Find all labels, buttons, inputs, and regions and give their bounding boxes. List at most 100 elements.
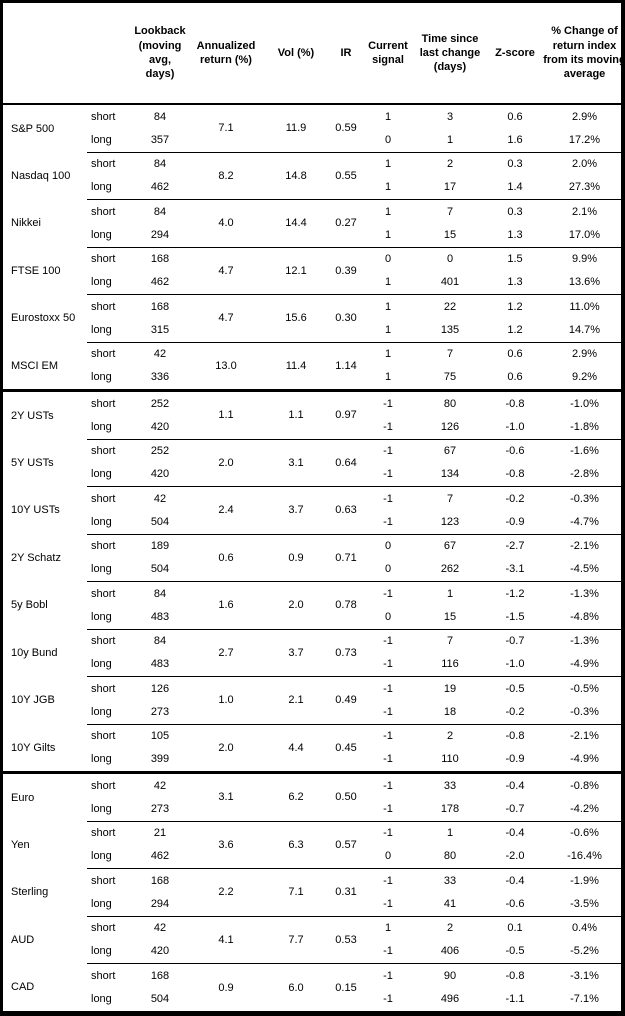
ir-value: 0.73 (327, 629, 365, 678)
pct-change-value: 2.1% (571, 205, 598, 218)
time-since-change-value: 67 (443, 540, 457, 553)
zscore-value: 1.3 (489, 223, 541, 248)
table-row: 2Y Schatz short 189 0.6 0.9 0.71 0 67 -2.7 -2.1% (3, 534, 621, 583)
asset-label: CAD (11, 981, 35, 994)
zscore-value: -0.4 (505, 779, 525, 792)
zscore-value: 1.2 (507, 300, 523, 313)
zscore-value: 0.6 (489, 365, 541, 393)
annualized-return-value: 4.0 (187, 199, 265, 248)
pct-change-value: -0.6% (570, 827, 599, 840)
horizon-label: short (91, 874, 116, 887)
table-row: 5Y USTs short 252 2.0 3.1 0.64 -1 67 -0.6 -1.6% (3, 439, 621, 488)
asset-label: 5y Bobl (11, 599, 48, 612)
asset-label: Nasdaq 100 (11, 169, 71, 182)
signal-value: -1 (365, 797, 411, 822)
vol-value: 4.4 (265, 724, 327, 775)
table-row: FTSE 100 short 168 4.7 12.1 0.39 0 0 1.5 9.9% (3, 247, 621, 296)
table-body: S&P 500 short 84 7.1 11.9 0.59 1 3 0.6 2.9% long 35… (3, 104, 621, 1011)
time-since-change-value: 18 (411, 700, 489, 725)
table-row: long 483 -1 116 -1.0 -4.9% (3, 652, 621, 678)
signal-value: 0 (365, 844, 411, 870)
table-row: long 336 1 75 0.6 9.2% (3, 365, 621, 393)
zscore-value: 0.6 (507, 348, 523, 361)
table-row: long 357 0 1 1.6 17.2% (3, 128, 621, 153)
ir-value: 0.55 (327, 152, 365, 201)
zscore-value: -0.5 (505, 682, 525, 695)
header-ir: IR (327, 3, 365, 105)
pct-change-value: -1.3% (570, 587, 599, 600)
pct-change-value: -1.9% (570, 874, 599, 887)
signal-value: -1 (365, 462, 411, 488)
annualized-return-value: 4.7 (187, 247, 265, 296)
table-row: 5y Bobl short 84 1.6 2.0 0.78 -1 1 -1.2 -1.3% (3, 581, 621, 630)
pct-change-value: -3.1% (570, 969, 599, 982)
zscore-value: -1.1 (505, 993, 525, 1006)
ir-value: 0.59 (327, 104, 365, 153)
time-since-change-value: 15 (411, 223, 489, 248)
signal-value: 1 (384, 110, 392, 123)
ir-value: 0.30 (327, 294, 365, 343)
time-since-change-value: 80 (443, 397, 457, 410)
lookback-value: 42 (153, 922, 167, 935)
horizon-label: long (87, 892, 133, 917)
lookback-value: 84 (153, 205, 167, 218)
horizon-label: long (87, 270, 133, 296)
pct-change-value: -1.3% (570, 635, 599, 648)
signal-value: -1 (383, 635, 393, 648)
signal-value: -1 (383, 587, 393, 600)
pct-change-value: 0.4% (571, 922, 598, 935)
signal-value: 0 (384, 253, 392, 266)
time-since-change-value: 67 (443, 445, 457, 458)
horizon-label: long (87, 557, 133, 583)
horizon-label: long (87, 605, 133, 630)
time-since-change-value: 1 (446, 587, 454, 600)
ir-value: 0.97 (327, 390, 365, 440)
time-since-change-value: 110 (411, 747, 489, 775)
asset-label: 10Y Gilts (3, 724, 87, 775)
signal-value: 0 (365, 128, 411, 153)
signal-value: -1 (383, 397, 393, 410)
signal-value: -1 (365, 939, 411, 965)
time-since-change-value: 126 (411, 415, 489, 440)
annualized-return-value: 1.6 (187, 581, 265, 630)
lookback-value: 504 (150, 993, 170, 1006)
signal-value: -1 (365, 415, 411, 440)
horizon-label: short (91, 492, 116, 505)
vol-value: 3.7 (265, 629, 327, 678)
zscore-value: 1.4 (489, 175, 541, 201)
asset-label: 2Y USTs (11, 409, 54, 422)
signal-value: 1 (365, 365, 411, 393)
lookback-value: 105 (150, 730, 170, 743)
pct-change-value: -1.6% (570, 445, 599, 458)
signal-value: 1 (365, 223, 411, 248)
zscore-value: -3.1 (489, 557, 541, 583)
zscore-value: -1.0 (489, 415, 541, 440)
ir-value: 0.27 (327, 199, 365, 248)
vol-value: 11.9 (265, 104, 327, 153)
pct-change-value: -5.2% (541, 939, 621, 965)
time-since-change-value: 3 (446, 110, 454, 123)
signal-value: -1 (383, 445, 393, 458)
vol-value: 11.4 (265, 342, 327, 393)
time-since-change-value: 15 (411, 605, 489, 630)
time-since-change-value: 17 (411, 175, 489, 201)
lookback-value: 315 (133, 318, 187, 343)
lookback-value: 273 (133, 700, 187, 725)
pct-change-value: 9.9% (571, 253, 598, 266)
vol-value: 6.0 (288, 981, 304, 994)
annualized-return-value: 2.0 (187, 439, 265, 488)
table-row: Nasdaq 100 short 84 8.2 14.8 0.55 1 2 0.3 2.0% (3, 152, 621, 201)
lookback-value: 42 (153, 779, 167, 792)
pct-change-value: -4.7% (541, 510, 621, 535)
time-since-change-value: 2 (446, 158, 454, 171)
lookback-value: 126 (150, 682, 170, 695)
table-row: AUD short 42 4.1 7.7 0.53 1 2 0.1 0.4% (3, 916, 621, 965)
horizon-label: long (87, 128, 133, 153)
ir-value: 0.57 (327, 821, 365, 870)
horizon-label: short (91, 253, 116, 266)
zscore-value: 0.3 (507, 158, 523, 171)
zscore-value: 1.5 (507, 253, 523, 266)
pct-change-value: 17.2% (541, 128, 621, 153)
zscore-value: -0.2 (505, 492, 525, 505)
